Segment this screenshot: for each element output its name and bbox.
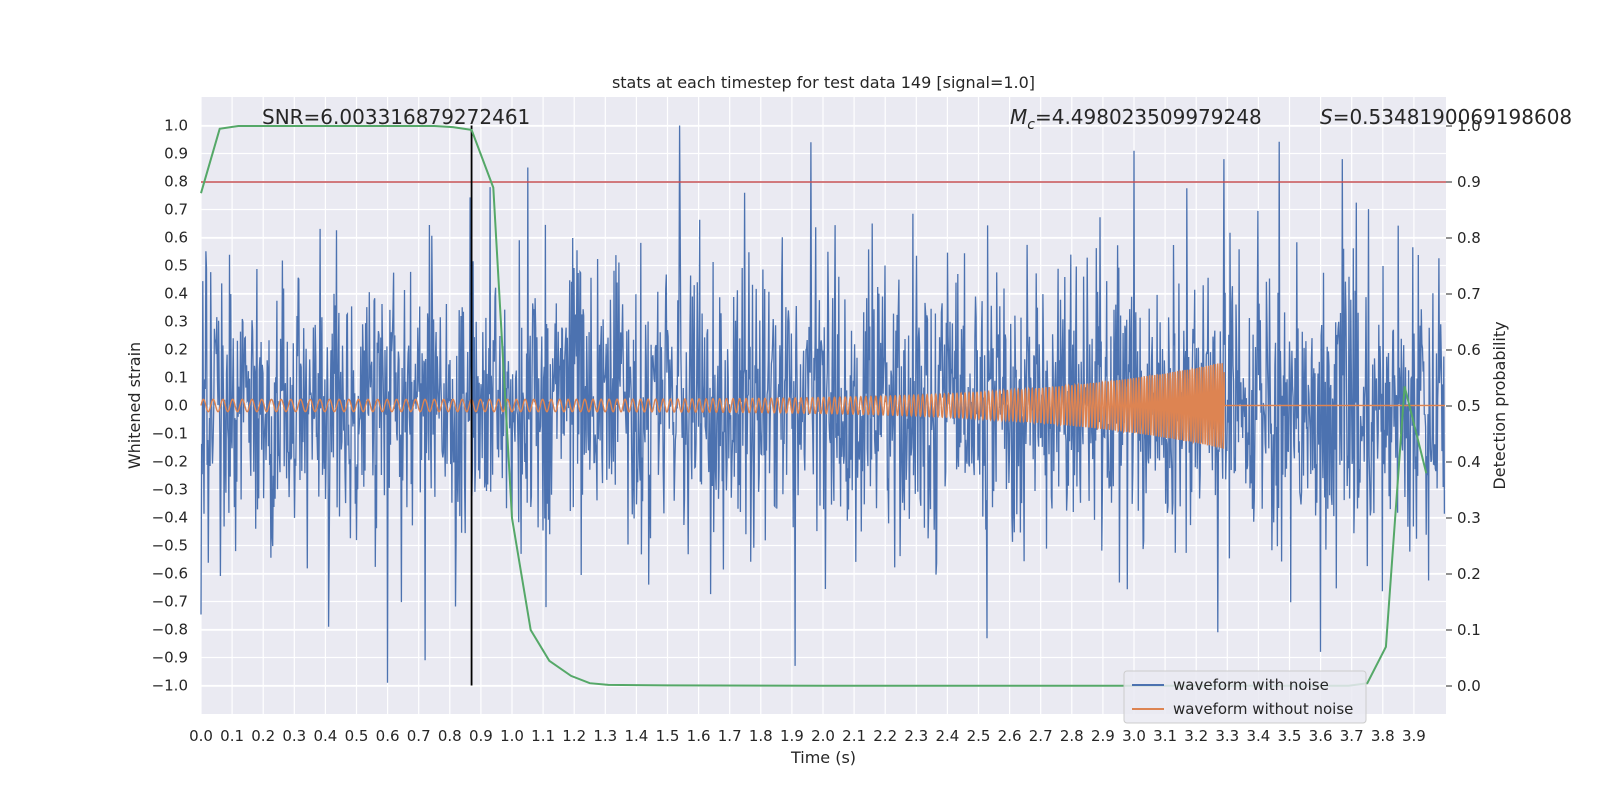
x-tick-label: 2.1 xyxy=(842,727,866,745)
x-tick-label: 2.2 xyxy=(873,727,897,745)
chirp-mass-symbol: M xyxy=(1010,105,1027,129)
x-tick-label: 0.6 xyxy=(376,727,400,745)
x-tick-label: 2.9 xyxy=(1091,727,1115,745)
s-annotation: S=0.5348190069198608 xyxy=(1320,105,1572,129)
x-tick-label: 0.0 xyxy=(189,727,213,745)
y2-tick-label: 0.6 xyxy=(1457,341,1481,359)
legend-label-noisy: waveform with noise xyxy=(1173,676,1329,694)
y-tick-label: 1.0 xyxy=(164,117,188,135)
x-tick-label: 1.3 xyxy=(593,727,617,745)
y2-tick-label: 0.4 xyxy=(1457,453,1481,471)
y-tick-label: −0.8 xyxy=(152,621,188,639)
y2-tick-label: 0.8 xyxy=(1457,229,1481,247)
y2-tick-label: 0.3 xyxy=(1457,509,1481,527)
y-tick-label: 0.9 xyxy=(164,145,188,163)
s-symbol: S xyxy=(1320,105,1333,129)
y-ticks: −1.0 −0.9 −0.8 −0.7 −0.6 −0.5 −0.4 −0.3 −0.2 −0.1… xyxy=(152,117,188,695)
x-tick-label: 1.6 xyxy=(687,727,711,745)
y-tick-label: −0.2 xyxy=(152,453,188,471)
y-tick-label: 0.4 xyxy=(164,285,188,303)
x-tick-label: 1.9 xyxy=(780,727,804,745)
x-tick-label: 3.9 xyxy=(1402,727,1426,745)
y-tick-label: 0.0 xyxy=(164,397,188,415)
y2-tick-label: 1.0 xyxy=(1457,117,1481,135)
y-tick-label: −0.5 xyxy=(152,537,188,555)
x-tick-label: 0.1 xyxy=(220,727,244,745)
x-tick-label: 1.1 xyxy=(531,727,555,745)
x-tick-label: 3.5 xyxy=(1278,727,1302,745)
y-tick-label: −0.6 xyxy=(152,565,188,583)
x-tick-label: 3.2 xyxy=(1184,727,1208,745)
x-tick-label: 3.7 xyxy=(1340,727,1364,745)
y-axis-label: Whitened strain xyxy=(125,342,144,469)
y2-axis-label: Detection probability xyxy=(1490,321,1509,489)
y-tick-label: 0.8 xyxy=(164,173,188,191)
y-tick-label: 0.2 xyxy=(164,341,188,359)
y-tick-label: −1.0 xyxy=(152,677,188,695)
y-tick-label: 0.7 xyxy=(164,201,188,219)
x-tick-label: 0.5 xyxy=(345,727,369,745)
chirp-mass-subscript: c xyxy=(1027,117,1035,133)
x-tick-label: 1.7 xyxy=(718,727,742,745)
x-tick-label: 0.4 xyxy=(313,727,337,745)
y-tick-label: 0.1 xyxy=(164,369,188,387)
y2-tick-label: 0.9 xyxy=(1457,173,1481,191)
y2-ticks: 0.0 0.1 0.2 0.3 0.4 0.5 0.6 0.7 0.8 0.9 1.0 xyxy=(1446,117,1481,695)
legend: waveform with noise waveform without noi… xyxy=(1123,670,1367,724)
chirp-mass-value: =4.498023509979248 xyxy=(1035,105,1262,129)
y2-tick-label: 0.7 xyxy=(1457,285,1481,303)
x-tick-label: 0.8 xyxy=(438,727,462,745)
y-tick-label: 0.5 xyxy=(164,257,188,275)
x-tick-label: 2.0 xyxy=(811,727,835,745)
y-tick-label: 0.6 xyxy=(164,229,188,247)
legend-label-clean: waveform without noise xyxy=(1173,700,1353,718)
x-tick-label: 2.4 xyxy=(935,727,959,745)
y2-tick-label: 0.5 xyxy=(1457,397,1481,415)
x-tick-label: 2.6 xyxy=(998,727,1022,745)
y-tick-label: −0.4 xyxy=(152,509,188,527)
series-waveform-with-noise xyxy=(200,125,1446,683)
s-value: =0.5348190069198608 xyxy=(1333,105,1572,129)
x-tick-label: 0.7 xyxy=(407,727,431,745)
x-tick-label: 2.3 xyxy=(904,727,928,745)
x-tick-label: 1.5 xyxy=(656,727,680,745)
legend-box xyxy=(1123,670,1367,724)
x-tick-label: 0.9 xyxy=(469,727,493,745)
x-ticks: 0.0 0.1 0.2 0.3 0.4 0.5 0.6 0.7 0.8 0.9 1.0 1.1 1.2 1… xyxy=(189,727,1426,745)
x-tick-label: 2.8 xyxy=(1060,727,1084,745)
x-tick-label: 3.0 xyxy=(1122,727,1146,745)
x-tick-label: 1.0 xyxy=(500,727,524,745)
chart-title: stats at each timestep for test data 149… xyxy=(612,73,1035,92)
y2-tick-label: 0.0 xyxy=(1457,677,1481,695)
x-tick-label: 3.1 xyxy=(1153,727,1177,745)
x-axis-label: Time (s) xyxy=(790,748,856,767)
chirp-mass-annotation: Mc=4.498023509979248 xyxy=(1010,105,1262,133)
y2-tick-label: 0.2 xyxy=(1457,565,1481,583)
x-tick-label: 0.3 xyxy=(282,727,306,745)
x-tick-label: 3.8 xyxy=(1371,727,1395,745)
x-tick-label: 1.4 xyxy=(624,727,648,745)
x-tick-label: 3.6 xyxy=(1309,727,1333,745)
y-tick-label: −0.9 xyxy=(152,649,188,667)
y-tick-label: −0.7 xyxy=(152,593,188,611)
snr-annotation: SNR=6.003316879272461 xyxy=(262,105,530,129)
x-tick-label: 1.2 xyxy=(562,727,586,745)
x-tick-label: 2.7 xyxy=(1029,727,1053,745)
x-tick-label: 0.2 xyxy=(251,727,275,745)
x-tick-label: 3.4 xyxy=(1246,727,1270,745)
y-tick-label: −0.3 xyxy=(152,481,188,499)
x-tick-label: 1.8 xyxy=(749,727,773,745)
y-tick-label: −0.1 xyxy=(152,425,188,443)
x-tick-label: 2.5 xyxy=(967,727,991,745)
y2-tick-label: 0.1 xyxy=(1457,621,1481,639)
x-tick-label: 3.3 xyxy=(1215,727,1239,745)
y-tick-label: 0.3 xyxy=(164,313,188,331)
series-waveform-without-noise xyxy=(200,363,1445,449)
